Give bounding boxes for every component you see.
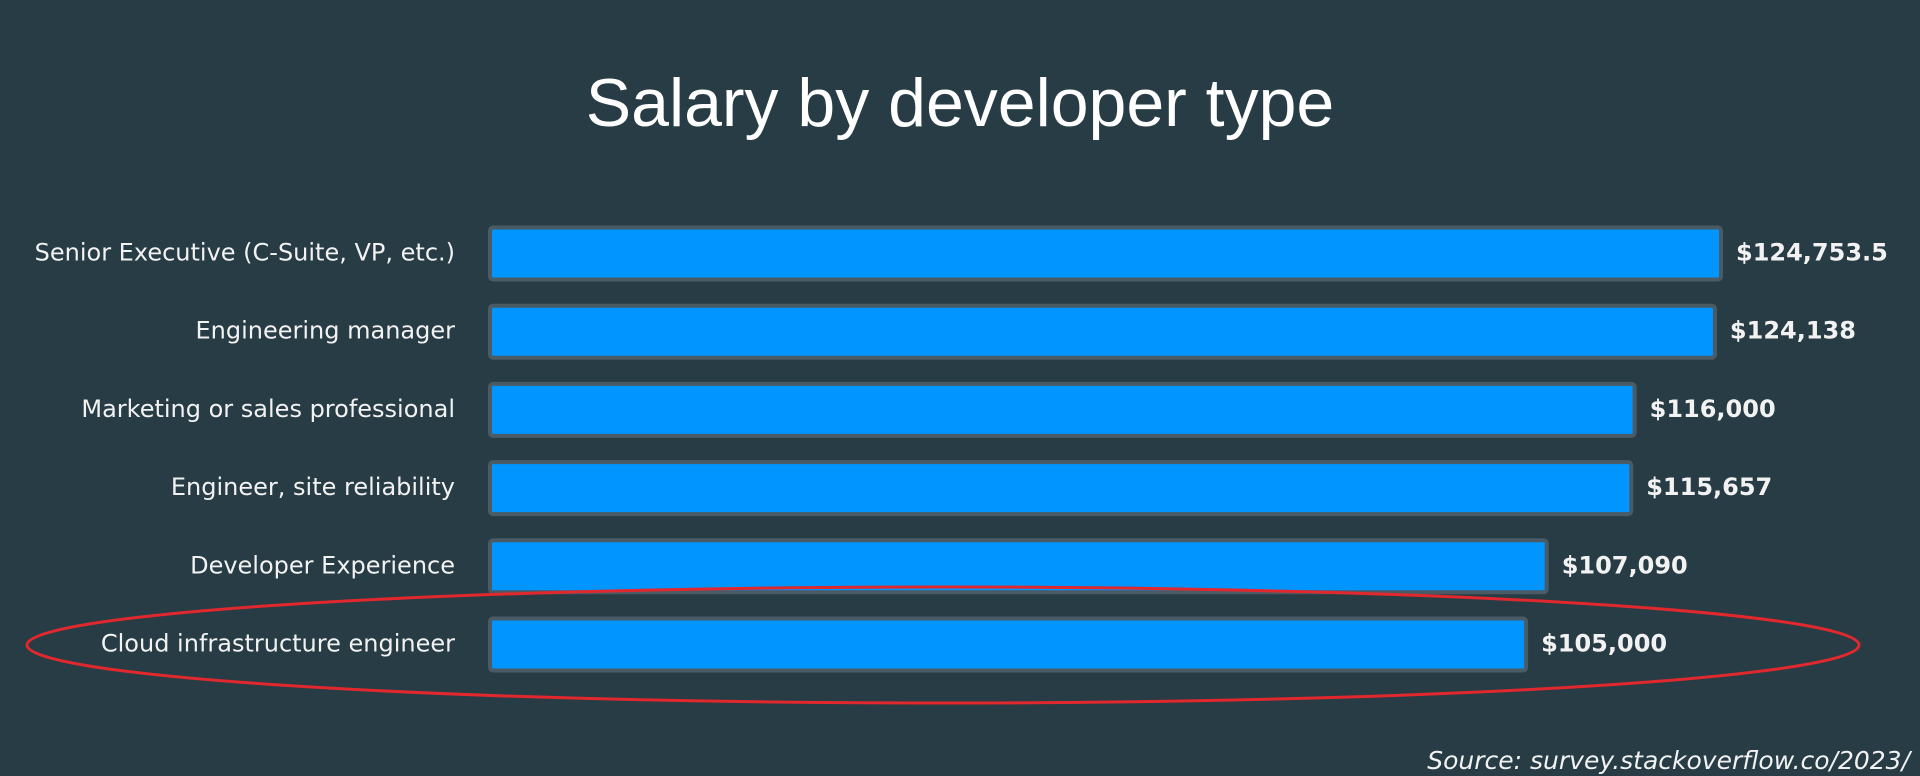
category-label: Engineering manager: [196, 317, 456, 345]
bar: [488, 303, 1717, 360]
value-label: $116,000: [1650, 395, 1776, 423]
value-label: $107,090: [1562, 551, 1688, 579]
value-label: $124,138: [1730, 317, 1856, 345]
category-label: Developer Experience: [190, 551, 455, 579]
bar: [488, 616, 1529, 673]
category-label: Marketing or sales professional: [81, 395, 455, 423]
bar: [488, 381, 1637, 438]
bar: [488, 225, 1723, 282]
value-label: $105,000: [1541, 630, 1667, 658]
category-label: Engineer, site reliability: [171, 473, 455, 501]
value-label: $115,657: [1646, 473, 1772, 501]
source-note: Source: survey.stackoverflow.co/2023/: [1427, 746, 1912, 775]
bar: [488, 460, 1634, 517]
category-label: Cloud infrastructure engineer: [101, 630, 455, 658]
highlight-ellipse: [25, 585, 1861, 705]
bar: [488, 538, 1549, 595]
category-label: Senior Executive (C-Suite, VP, etc.): [35, 239, 455, 267]
chart-title: Salary by developer type: [586, 65, 1334, 141]
value-label: $124,753.5: [1736, 239, 1888, 267]
